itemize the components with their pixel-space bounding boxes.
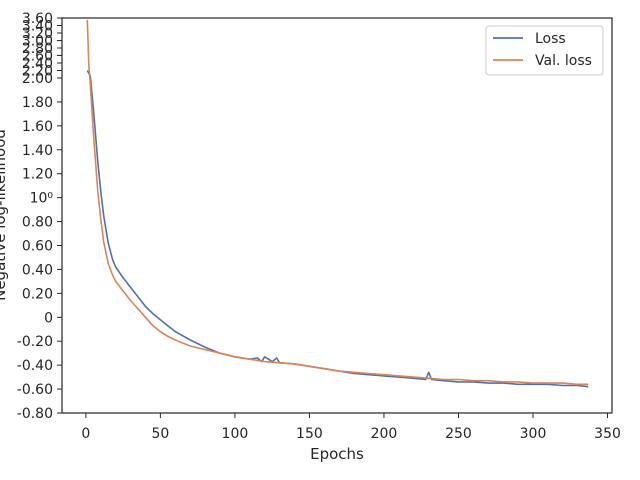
y-axis-ticks: -0.80 -0.60 -0.40 -0.20 0 0.20 0.40 0.60 0.80 10⁰… [17, 11, 62, 422]
y-tick-label: 2.40 [22, 56, 53, 72]
y-tick-label: 0.80 [22, 215, 53, 231]
y-tick-label: 0.60 [22, 239, 53, 255]
y-tick-label: 3.00 [22, 34, 53, 50]
y-tick-label: -0.40 [17, 358, 53, 374]
y-tick-label: 1.20 [22, 167, 53, 183]
y-tick-label: 0.20 [22, 286, 53, 302]
y-tick-label: 3.40 [22, 19, 53, 35]
x-tick-label: 50 [151, 426, 169, 442]
y-tick-label: 1.40 [22, 143, 53, 159]
legend: Loss Val. loss [485, 25, 604, 76]
x-tick-label: 350 [594, 426, 621, 442]
y-tick-label: -0.20 [17, 334, 53, 350]
x-tick-label: 150 [296, 426, 323, 442]
y-axis-label: Negative log-likelihood [0, 129, 9, 301]
x-axis-label: Epochs [310, 445, 364, 463]
y-tick-label: 1.60 [22, 119, 53, 135]
x-tick-label: 0 [81, 426, 90, 442]
legend-label-loss: Loss [535, 31, 566, 47]
x-tick-label: 250 [445, 426, 472, 442]
y-tick-label: -0.80 [17, 406, 53, 422]
series-line-val-loss [86, 19, 589, 386]
series-layer [86, 19, 589, 388]
y-tick-label: 2.00 [22, 71, 53, 87]
x-axis-ticks: 0 50 100 150 200 250 300 350 [81, 413, 621, 442]
y-tick-label: -0.60 [17, 382, 53, 398]
plot-background [62, 18, 612, 413]
y-tick-label: 10⁰ [30, 191, 54, 207]
y-tick-label: 1.80 [22, 95, 53, 111]
y-tick-label: 0.40 [22, 262, 53, 278]
y-tick-label: 2.80 [22, 41, 53, 57]
legend-label-val-loss: Val. loss [535, 53, 592, 69]
y-tick-label: 0 [44, 310, 53, 326]
y-tick-label: 2.60 [22, 49, 53, 65]
y-tick-label: 2.20 [22, 64, 53, 80]
x-tick-label: 200 [371, 426, 398, 442]
y-tick-label: 3.20 [22, 26, 53, 42]
x-tick-label: 100 [222, 426, 249, 442]
y-tick-label: 3.60 [22, 11, 53, 27]
plot-frame [61, 17, 613, 414]
x-tick-label: 300 [520, 426, 547, 442]
